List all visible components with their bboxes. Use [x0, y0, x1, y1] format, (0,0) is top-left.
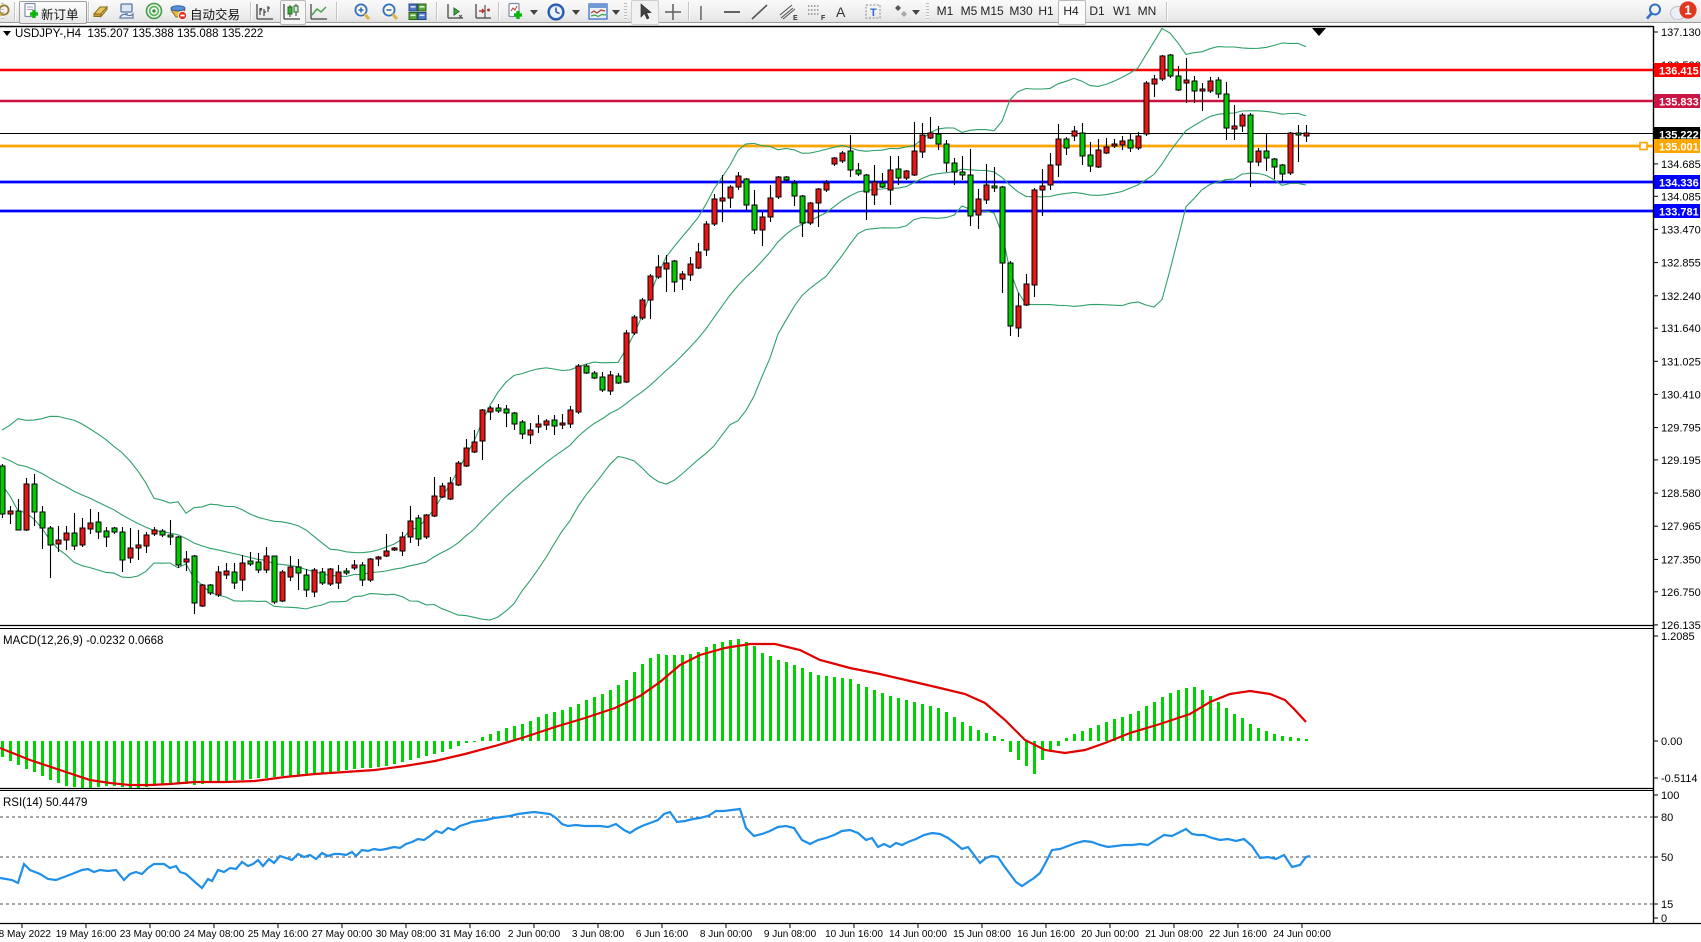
svg-text:-0.5114: -0.5114 — [1661, 773, 1698, 785]
svg-text:24 Jun 00:00: 24 Jun 00:00 — [1273, 929, 1331, 940]
svg-text:127.350: 127.350 — [1661, 554, 1701, 566]
svg-text:MACD(12,26,9) -0.0232 0.0668: MACD(12,26,9) -0.0232 0.0668 — [3, 635, 163, 647]
svg-text:25 May 16:00: 25 May 16:00 — [248, 929, 309, 940]
svg-text:9 Jun 08:00: 9 Jun 08:00 — [764, 929, 817, 940]
svg-text:133.781: 133.781 — [1659, 207, 1699, 219]
svg-text:16 Jun 16:00: 16 Jun 16:00 — [1017, 929, 1075, 940]
svg-text:15 Jun 08:00: 15 Jun 08:00 — [953, 929, 1011, 940]
svg-text:100: 100 — [1661, 790, 1679, 802]
svg-text:6 Jun 16:00: 6 Jun 16:00 — [636, 929, 689, 940]
svg-text:127.965: 127.965 — [1661, 521, 1701, 533]
svg-text:126.135: 126.135 — [1661, 620, 1701, 632]
svg-text:131.640: 131.640 — [1661, 323, 1701, 335]
svg-text:80: 80 — [1661, 812, 1673, 824]
svg-text:RSI(14) 50.4479: RSI(14) 50.4479 — [3, 797, 87, 809]
svg-text:50: 50 — [1661, 852, 1673, 864]
svg-text:131.025: 131.025 — [1661, 356, 1701, 368]
svg-text:14 Jun 00:00: 14 Jun 00:00 — [889, 929, 947, 940]
svg-text:136.415: 136.415 — [1659, 66, 1699, 78]
svg-text:135.001: 135.001 — [1659, 142, 1699, 154]
svg-text:27 May 00:00: 27 May 00:00 — [312, 929, 373, 940]
svg-text:1.2085: 1.2085 — [1661, 631, 1695, 643]
svg-text:E: E — [793, 15, 798, 22]
svg-text:F: F — [821, 15, 826, 22]
svg-text:135.833: 135.833 — [1659, 97, 1699, 109]
svg-text:135.222: 135.222 — [1659, 130, 1699, 142]
svg-text:T: T — [870, 7, 877, 19]
svg-text:137.130: 137.130 — [1661, 27, 1701, 39]
svg-text:129.195: 129.195 — [1661, 455, 1701, 467]
svg-text:8 Jun 00:00: 8 Jun 00:00 — [700, 929, 753, 940]
svg-text:15: 15 — [1661, 899, 1673, 911]
svg-text:20 Jun 00:00: 20 Jun 00:00 — [1081, 929, 1139, 940]
svg-text:134.685: 134.685 — [1661, 159, 1701, 171]
svg-text:134.085: 134.085 — [1661, 191, 1701, 203]
svg-text:132.855: 132.855 — [1661, 258, 1701, 270]
svg-text:130.410: 130.410 — [1661, 389, 1701, 401]
svg-text:31 May 16:00: 31 May 16:00 — [440, 929, 501, 940]
svg-text:0: 0 — [1661, 913, 1667, 925]
svg-text:30 May 08:00: 30 May 08:00 — [376, 929, 437, 940]
svg-text:23 May 00:00: 23 May 00:00 — [120, 929, 181, 940]
svg-text:129.795: 129.795 — [1661, 423, 1701, 435]
svg-text:133.470: 133.470 — [1661, 224, 1701, 236]
svg-text:22 Jun 16:00: 22 Jun 16:00 — [1209, 929, 1267, 940]
svg-text:126.750: 126.750 — [1661, 587, 1701, 599]
svg-text:128.580: 128.580 — [1661, 488, 1701, 500]
svg-text:USDJPY-,H4 135.207 135.388 13: USDJPY-,H4 135.207 135.388 135.088 135.2… — [15, 28, 263, 40]
svg-text:1: 1 — [1684, 3, 1691, 18]
svg-text:0.00: 0.00 — [1661, 736, 1682, 748]
svg-text:132.240: 132.240 — [1661, 291, 1701, 303]
svg-text:19 May 16:00: 19 May 16:00 — [56, 929, 117, 940]
svg-text:24 May 08:00: 24 May 08:00 — [184, 929, 245, 940]
svg-text:18 May 2022: 18 May 2022 — [0, 929, 51, 940]
svg-text:21 Jun 08:00: 21 Jun 08:00 — [1145, 929, 1203, 940]
svg-text:3 Jun 08:00: 3 Jun 08:00 — [572, 929, 625, 940]
svg-text:134.336: 134.336 — [1659, 178, 1699, 190]
svg-text:2 Jun 00:00: 2 Jun 00:00 — [508, 929, 561, 940]
svg-text:10 Jun 16:00: 10 Jun 16:00 — [825, 929, 883, 940]
